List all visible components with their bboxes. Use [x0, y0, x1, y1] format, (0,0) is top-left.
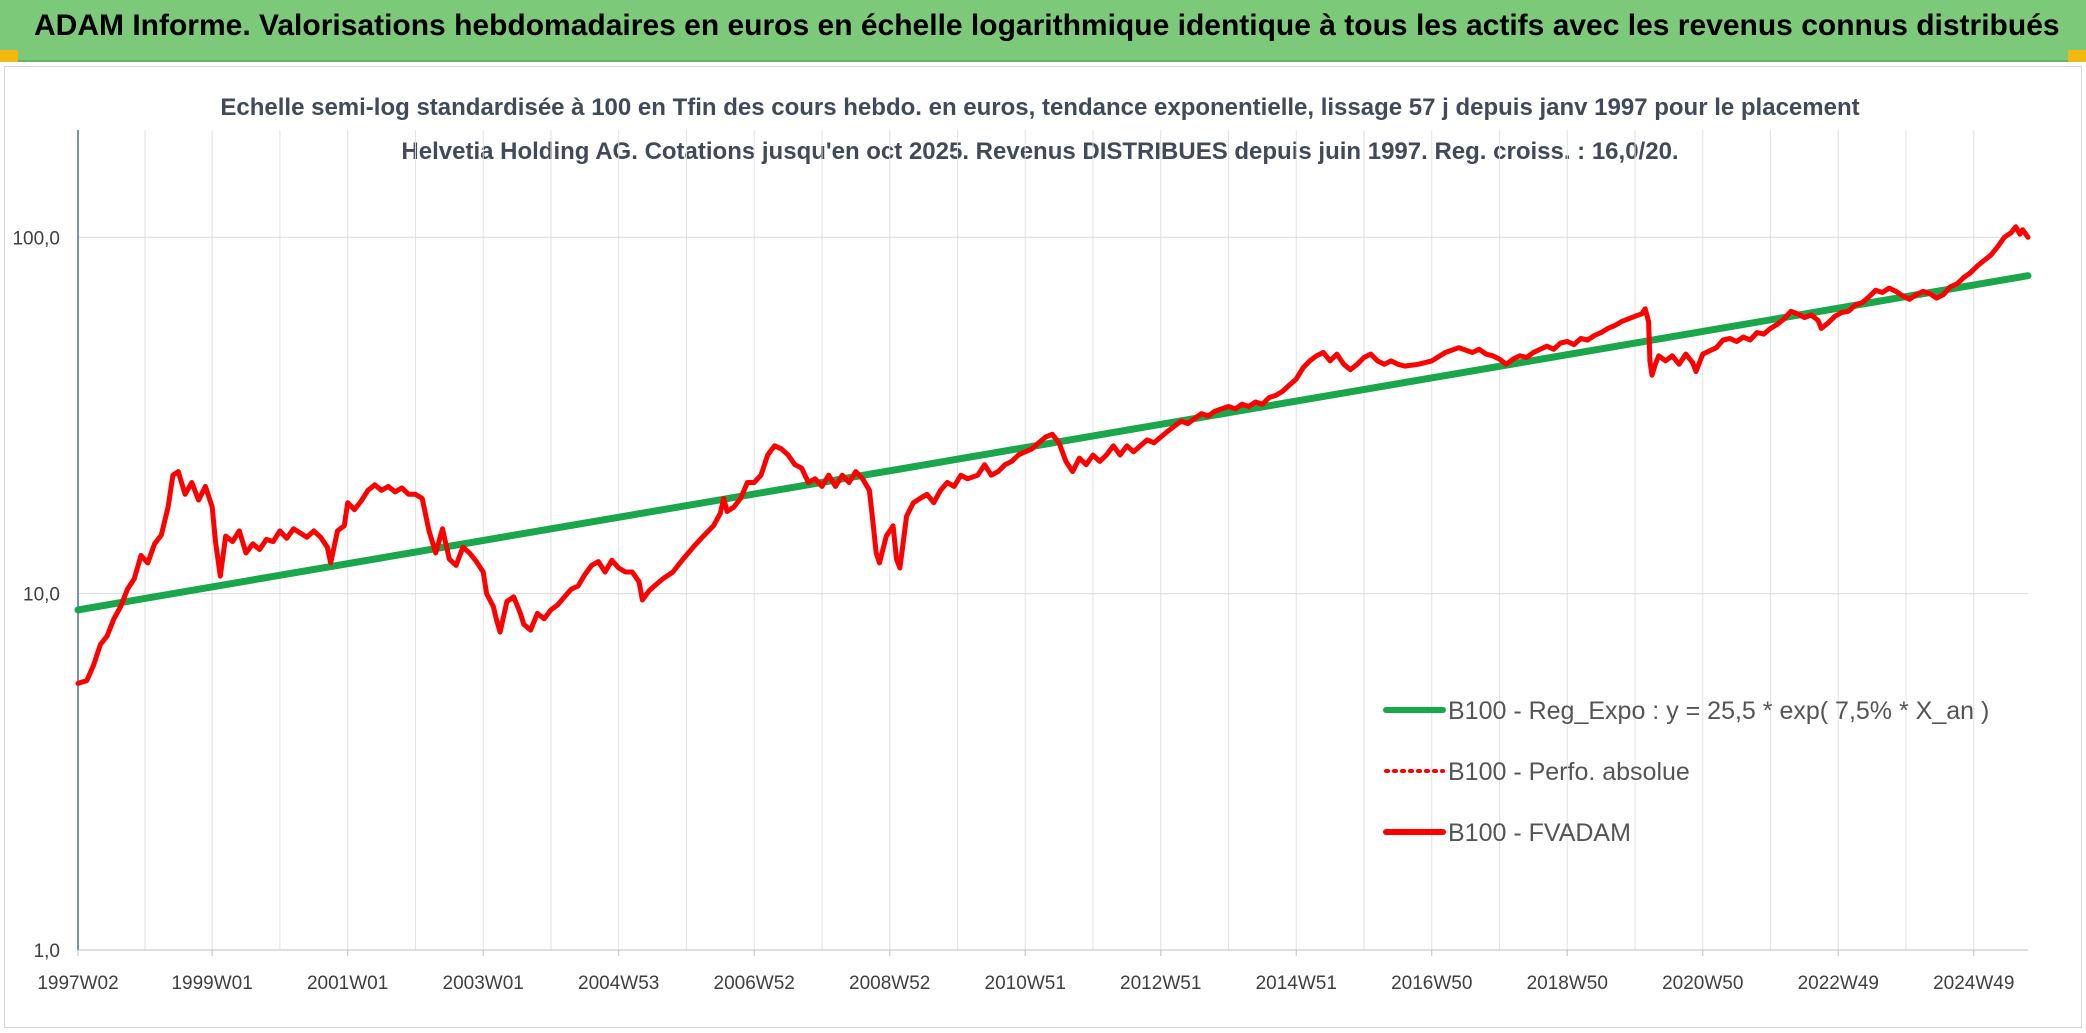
x-tick-label: 2024W49 — [1933, 973, 2014, 994]
x-tick-label: 2012W51 — [1120, 973, 1201, 994]
x-tick-label: 2022W49 — [1798, 973, 1879, 994]
chart-title: Echelle semi-log standardisée à 100 en T… — [220, 94, 1860, 165]
legend-label-1: B100 - Perfo. absolue — [1448, 758, 1690, 786]
x-tick-label: 2018W50 — [1527, 973, 1608, 994]
x-tick-label: 2008W52 — [849, 973, 930, 994]
x-tick-label: 2020W50 — [1662, 973, 1743, 994]
y-tick-label: 1,0 — [34, 941, 60, 962]
y-tick-label: 10,0 — [23, 585, 60, 606]
x-tick-label: 1999W01 — [171, 973, 252, 994]
corner-marker-right — [2068, 50, 2086, 62]
x-tick-label: 2004W53 — [578, 973, 659, 994]
axes: 1,0 10,0 100,0 1997W02 1999W01 2001W01 2003W01… — [12, 130, 2028, 994]
x-tick-label: 2001W01 — [307, 973, 388, 994]
chart-frame — [4, 66, 2082, 1028]
x-tick-label: 1997W02 — [37, 973, 118, 994]
grid — [77, 130, 2028, 951]
report-title: ADAM Informe. Valorisations hebdomadaire… — [34, 9, 2060, 42]
x-tick-label: 2014W51 — [1256, 973, 1337, 994]
x-tick-label: 2010W51 — [985, 973, 1066, 994]
series-line-0 — [74, 272, 2032, 614]
x-tick-label: 2016W50 — [1391, 973, 1472, 994]
legend: B100 - Reg_Expo : y = 25,5 * exp( 7,5% *… — [1383, 697, 1989, 847]
x-tick-label: 2003W01 — [443, 973, 524, 994]
series-line-2 — [75, 224, 2031, 686]
series-lines — [74, 224, 2032, 686]
legend-label-0: B100 - Reg_Expo : y = 25,5 * exp( 7,5% *… — [1448, 697, 1989, 725]
corner-marker-left — [0, 50, 18, 62]
report-header: ADAM Informe. Valorisations hebdomadaire… — [0, 0, 2086, 62]
legend-label-2: B100 - FVADAM — [1448, 819, 1631, 847]
y-tick-label: 100,0 — [12, 228, 60, 249]
x-tick-label: 2006W52 — [714, 973, 795, 994]
